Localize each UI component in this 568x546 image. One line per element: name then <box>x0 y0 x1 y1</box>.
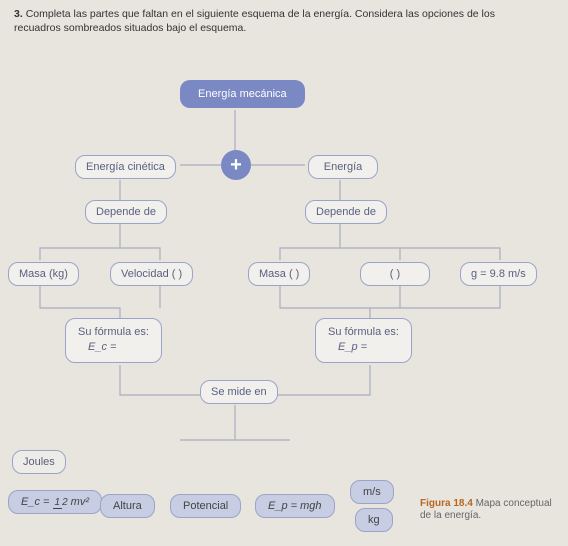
node-mass-blank[interactable]: Masa ( ) <box>248 262 310 286</box>
label-mass2: Masa ( ) <box>259 268 299 280</box>
label-measured: Se mide en <box>211 386 267 398</box>
label-kinetic: Energía cinética <box>86 161 165 173</box>
label-joules: Joules <box>23 456 55 468</box>
label-blank: ( ) <box>390 268 400 280</box>
node-gravity: g = 9.8 m/s <box>460 262 537 286</box>
option-ec-text: E_c = 12 mv² <box>21 496 89 508</box>
option-kg-label: kg <box>368 514 380 526</box>
question-body: Completa las partes que faltan en el sig… <box>14 8 495 34</box>
label-depends2: Depende de <box>316 206 376 218</box>
label-gravity: g = 9.8 m/s <box>471 268 526 280</box>
node-depends-right: Depende de <box>305 200 387 224</box>
label-formula2-eq: E_p = <box>328 340 399 355</box>
option-kg[interactable]: kg <box>355 508 393 532</box>
instruction-text: 3. Completa las partes que faltan en el … <box>14 8 528 35</box>
node-joules: Joules <box>12 450 66 474</box>
question-number: 3. <box>14 8 23 20</box>
node-depends-left: Depende de <box>85 200 167 224</box>
option-ms-label: m/s <box>363 486 381 498</box>
node-measured-in: Se mide en <box>200 380 278 404</box>
node-formula-kinetic[interactable]: Su fórmula es: E_c = <box>65 318 162 363</box>
label-energy: Energía <box>324 161 363 173</box>
label-formula1-title: Su fórmula es: <box>78 325 149 340</box>
option-altura[interactable]: Altura <box>100 494 155 518</box>
node-mass-kg: Masa (kg) <box>8 262 79 286</box>
plus-symbol: + <box>230 154 242 176</box>
node-velocity-blank[interactable]: Velocidad ( ) <box>110 262 193 286</box>
option-altura-label: Altura <box>113 500 142 512</box>
option-ep-label: E_p = mgh <box>268 500 322 512</box>
node-formula-potential[interactable]: Su fórmula es: E_p = <box>315 318 412 363</box>
label-mechanical-energy: Energía mecánica <box>198 88 287 100</box>
option-potencial[interactable]: Potencial <box>170 494 241 518</box>
caption-label: Figura 18.4 <box>420 498 473 509</box>
node-kinetic-energy: Energía cinética <box>75 155 176 179</box>
label-formula2-title: Su fórmula es: <box>328 325 399 340</box>
option-potencial-label: Potencial <box>183 500 228 512</box>
label-velocity: Velocidad ( ) <box>121 268 182 280</box>
figure-caption: Figura 18.4 Mapa conceptual de la energí… <box>420 498 560 522</box>
option-ms[interactable]: m/s <box>350 480 394 504</box>
label-mass1: Masa (kg) <box>19 268 68 280</box>
node-energy-blank[interactable]: Energía <box>308 155 378 179</box>
option-ec-formula[interactable]: E_c = 12 mv² <box>8 490 102 514</box>
node-mechanical-energy: Energía mecánica <box>180 80 305 108</box>
label-formula1-eq: E_c = <box>78 340 149 355</box>
option-ep-formula[interactable]: E_p = mgh <box>255 494 335 518</box>
node-blank-paren[interactable]: ( ) <box>360 262 430 286</box>
label-depends1: Depende de <box>96 206 156 218</box>
plus-circle: + <box>221 150 251 180</box>
